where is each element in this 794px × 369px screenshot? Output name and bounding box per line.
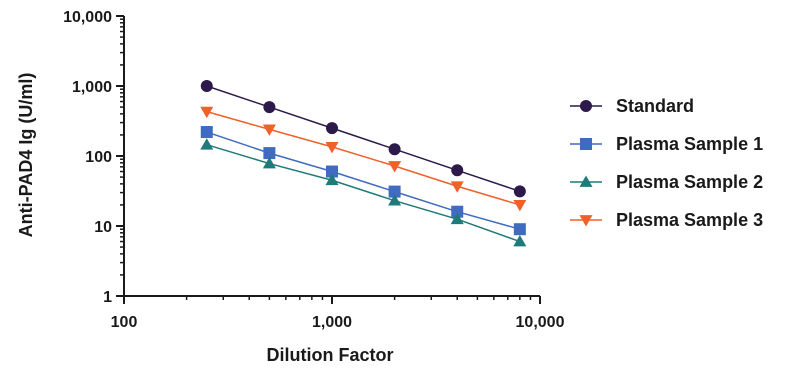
legend-item: Plasma Sample 2 — [570, 172, 763, 192]
legend-label: Plasma Sample 2 — [616, 172, 763, 192]
series-line — [206, 110, 521, 206]
series-4 — [200, 106, 527, 212]
plot-area — [200, 80, 527, 247]
x-tick-label: 10,000 — [516, 314, 565, 331]
y-tick-label: 10,000 — [63, 9, 112, 26]
series-3 — [200, 138, 527, 247]
y-tick-label: 100 — [85, 149, 112, 166]
series-1 — [200, 80, 526, 198]
legend-label: Plasma Sample 1 — [616, 134, 763, 154]
data-point — [388, 143, 401, 156]
data-point — [388, 161, 402, 173]
data-point — [325, 142, 339, 154]
y-axis-label: Anti-PAD4 Ig (U/ml) — [16, 73, 36, 238]
y-tick-label: 1,000 — [72, 79, 112, 96]
legend-item: Standard — [570, 96, 694, 116]
data-point — [262, 124, 276, 136]
data-point — [200, 126, 213, 139]
data-point — [450, 181, 464, 193]
legend-label: Standard — [616, 96, 694, 116]
legend: Standard Plasma Sample 1 Plasma Sample 2 Pl… — [570, 96, 763, 230]
axes: 1 10 100 1,000 10,000 100 1,000 10,000 — [63, 9, 565, 331]
data-point — [388, 194, 402, 206]
legend-item: Plasma Sample 1 — [570, 134, 763, 154]
legend-marker — [579, 175, 593, 187]
data-point — [326, 165, 338, 178]
series-line — [206, 85, 521, 193]
legend-item: Plasma Sample 3 — [570, 210, 763, 230]
data-point — [263, 147, 276, 160]
x-tick-label: 1,000 — [312, 314, 352, 331]
data-point — [513, 200, 527, 212]
data-point — [200, 106, 214, 119]
data-point — [325, 173, 339, 186]
legend-marker — [580, 138, 592, 150]
data-point — [262, 157, 276, 169]
data-point — [388, 185, 401, 198]
data-point — [451, 164, 464, 177]
data-point — [450, 212, 464, 225]
data-point — [513, 185, 526, 198]
y-tick-label: 10 — [94, 219, 112, 236]
data-point — [513, 223, 526, 236]
data-point — [451, 205, 464, 218]
data-point — [513, 235, 527, 247]
series-line — [206, 143, 521, 243]
x-axis-label: Dilution Factor — [267, 345, 394, 365]
x-tick-label: 100 — [111, 314, 138, 331]
series-2 — [200, 126, 526, 236]
legend-label: Plasma Sample 3 — [616, 210, 763, 230]
legend-marker — [579, 215, 593, 227]
legend-marker — [580, 100, 592, 112]
y-tick-label: 1 — [103, 289, 112, 306]
data-point — [200, 138, 214, 150]
series-line — [206, 131, 521, 230]
data-point — [200, 80, 213, 92]
data-point — [326, 122, 338, 135]
data-point — [263, 101, 276, 114]
